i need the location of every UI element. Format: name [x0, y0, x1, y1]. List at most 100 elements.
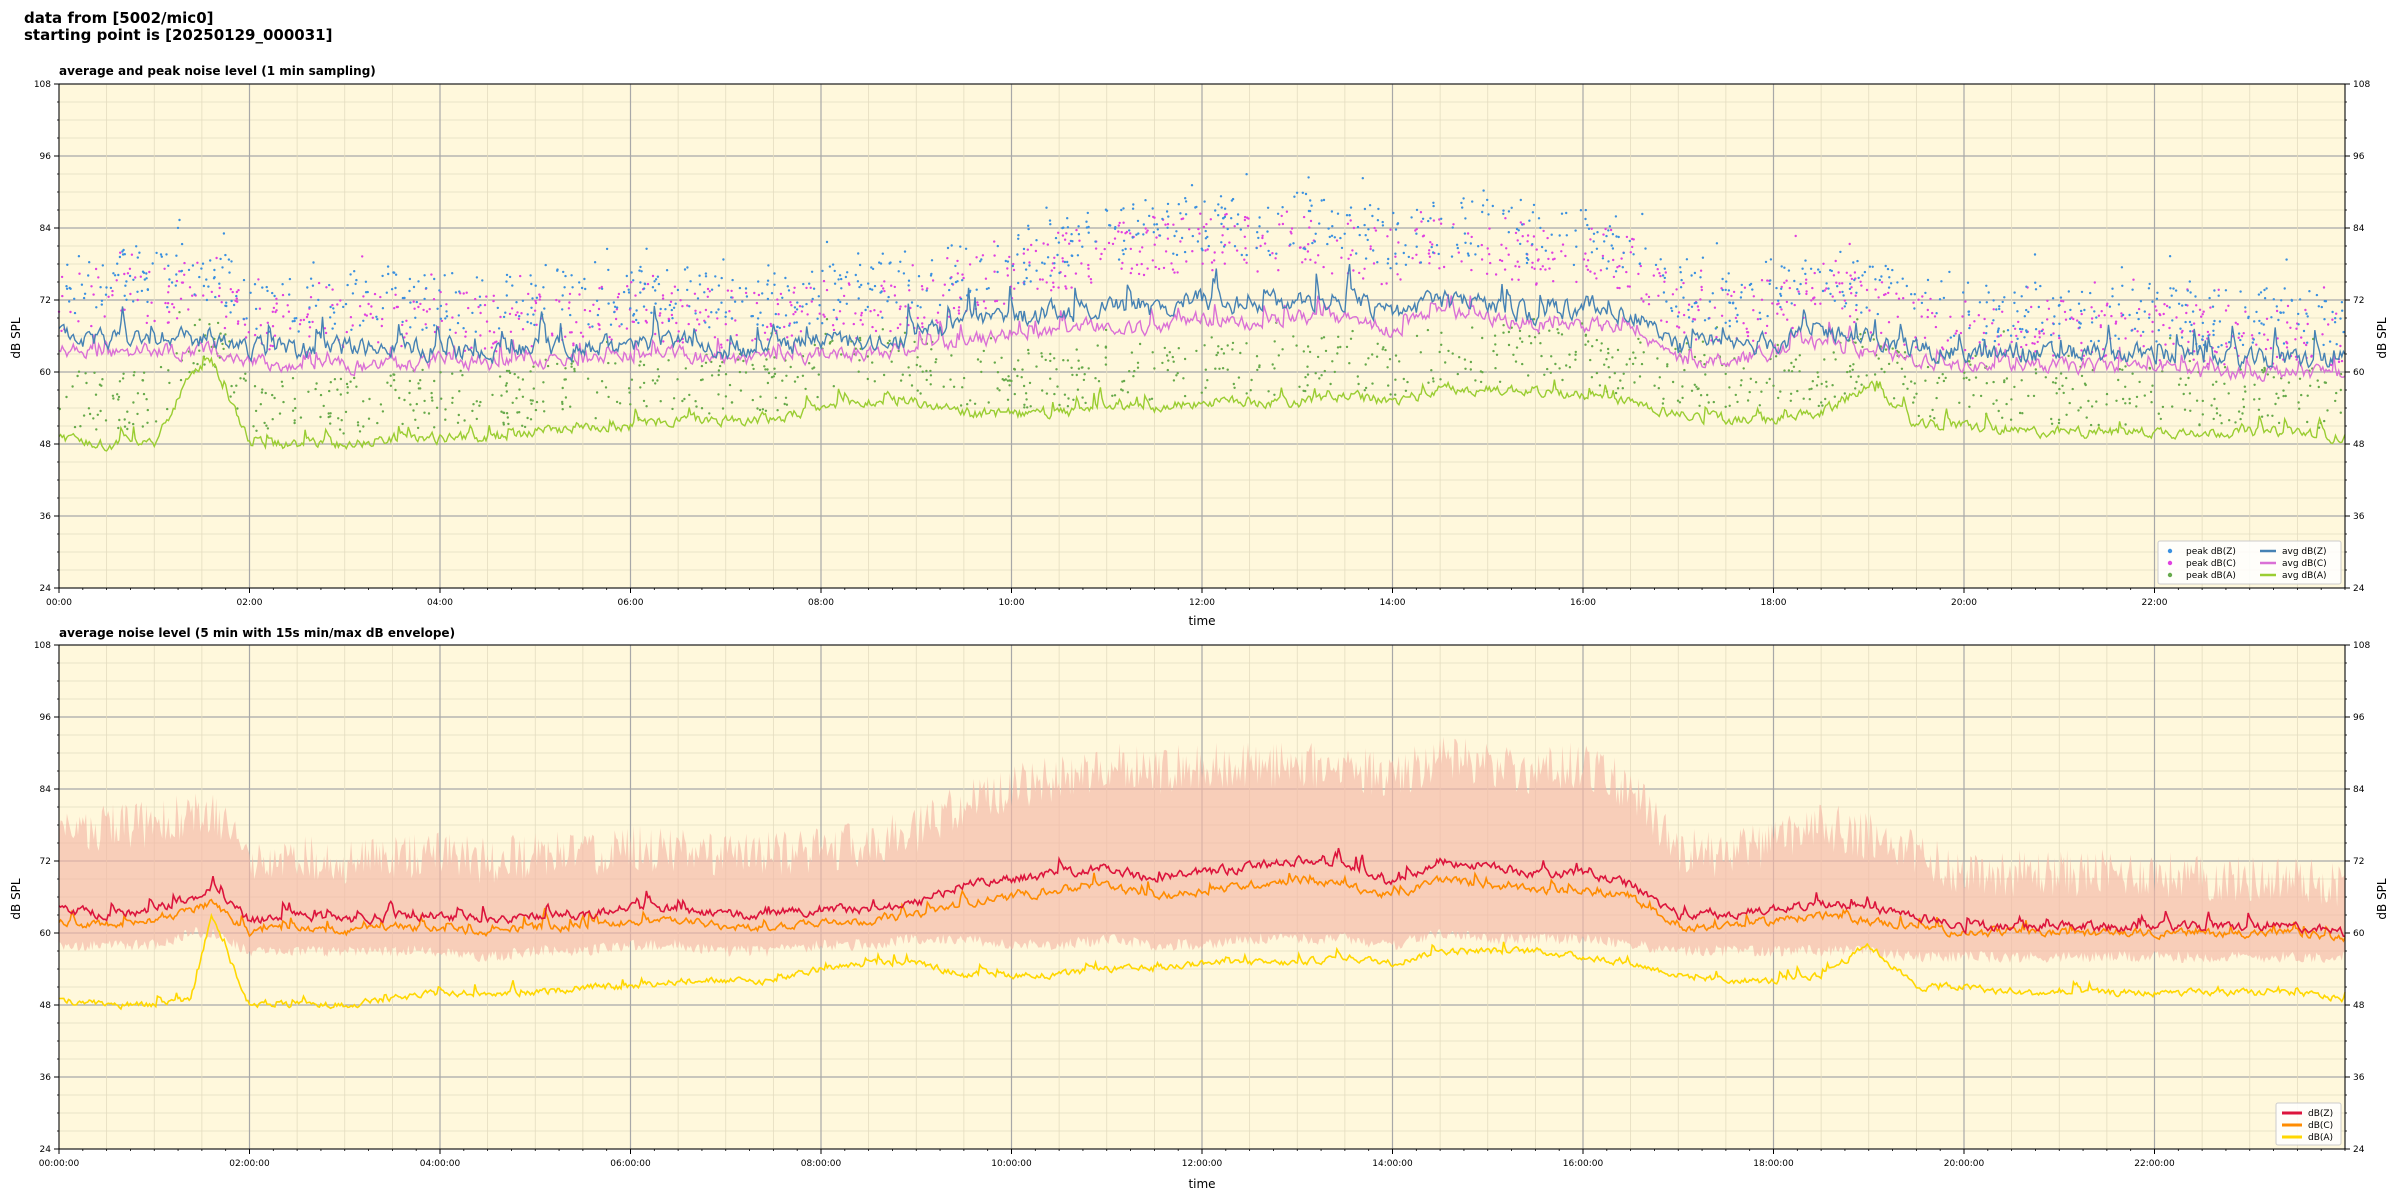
- peak-point: [505, 369, 509, 373]
- peak-point: [438, 289, 441, 292]
- peak-point: [857, 297, 860, 300]
- peak-point: [1394, 354, 1398, 357]
- peak-point: [2320, 305, 2323, 309]
- peak-point: [2298, 407, 2301, 410]
- peak-point: [266, 321, 269, 324]
- peak-point: [419, 379, 422, 382]
- peak-point: [1196, 240, 1200, 243]
- y-tick-label-right: 72: [2353, 857, 2364, 867]
- peak-point: [812, 287, 816, 290]
- peak-point: [890, 360, 893, 363]
- peak-point: [774, 312, 777, 316]
- peak-point: [1618, 264, 1621, 268]
- peak-point: [664, 308, 667, 311]
- peak-point: [1902, 297, 1905, 300]
- peak-point: [1028, 261, 1031, 264]
- peak-point: [1748, 390, 1751, 394]
- peak-point: [135, 245, 138, 248]
- peak-point: [1166, 368, 1170, 372]
- peak-point: [1789, 399, 1793, 402]
- peak-point: [2151, 384, 2154, 387]
- peak-point: [1938, 298, 1942, 301]
- peak-point: [600, 287, 604, 290]
- peak-point: [1474, 253, 1477, 256]
- peak-point: [1725, 280, 1728, 283]
- peak-point: [1289, 243, 1292, 246]
- peak-point: [2124, 317, 2127, 320]
- peak-point: [761, 292, 764, 295]
- peak-point: [832, 308, 835, 312]
- peak-point: [1962, 291, 1965, 294]
- peak-point: [2013, 301, 2016, 305]
- peak-point: [1579, 209, 1583, 212]
- peak-point: [1586, 223, 1589, 227]
- peak-point: [2263, 369, 2266, 372]
- peak-point: [840, 353, 843, 356]
- peak-point: [1304, 376, 1307, 379]
- peak-point: [1920, 315, 1923, 318]
- peak-point: [1273, 367, 1276, 370]
- peak-point: [1679, 271, 1682, 274]
- peak-point: [483, 347, 487, 350]
- peak-point: [401, 422, 404, 426]
- peak-point: [2038, 332, 2041, 335]
- peak-point: [2202, 310, 2205, 313]
- peak-point: [2047, 307, 2051, 310]
- peak-point: [1006, 274, 1009, 277]
- peak-point: [371, 316, 374, 319]
- peak-point: [2266, 338, 2269, 341]
- peak-point: [1546, 367, 1549, 371]
- peak-point: [505, 412, 509, 415]
- peak-point: [569, 313, 572, 317]
- peak-point: [570, 362, 573, 365]
- peak-point: [244, 372, 247, 375]
- peak-point: [2342, 330, 2345, 334]
- peak-point: [907, 366, 910, 369]
- peak-point: [1502, 331, 1505, 334]
- peak-point: [1306, 365, 1309, 368]
- peak-point: [122, 248, 125, 252]
- peak-point: [1268, 253, 1272, 257]
- peak-point: [1067, 264, 1070, 267]
- peak-point: [835, 318, 839, 321]
- peak-point: [2034, 368, 2038, 371]
- peak-point: [68, 300, 71, 303]
- peak-point: [299, 416, 303, 419]
- peak-point: [495, 340, 498, 343]
- peak-point: [145, 321, 148, 325]
- peak-point: [1402, 377, 1406, 381]
- peak-point: [844, 275, 848, 279]
- peak-point: [831, 339, 834, 342]
- peak-point: [962, 276, 965, 280]
- peak-point: [1903, 351, 1907, 354]
- peak-point: [1298, 385, 1301, 388]
- peak-point: [2240, 335, 2244, 338]
- peak-point: [1117, 258, 1121, 261]
- peak-point: [871, 361, 874, 364]
- peak-point: [1905, 284, 1909, 288]
- x-tick-label: 00:00: [46, 598, 72, 608]
- peak-point: [1647, 295, 1651, 299]
- peak-point: [816, 317, 819, 320]
- peak-point: [1902, 382, 1905, 386]
- peak-point: [1394, 228, 1398, 231]
- peak-point: [961, 386, 964, 389]
- peak-point: [583, 277, 586, 281]
- peak-point: [1306, 345, 1310, 348]
- peak-point: [1235, 249, 1239, 252]
- peak-point: [1087, 267, 1090, 270]
- peak-point: [2239, 417, 2242, 421]
- peak-point: [1639, 341, 1642, 344]
- peak-point: [1992, 319, 1995, 322]
- y-tick-label-left: 36: [40, 1073, 52, 1083]
- peak-point: [1820, 382, 1823, 386]
- peak-point: [675, 321, 678, 325]
- peak-point: [785, 374, 788, 377]
- peak-point: [665, 269, 669, 272]
- peak-point: [1863, 270, 1867, 274]
- peak-point: [1097, 380, 1101, 383]
- peak-point: [698, 283, 702, 286]
- peak-point: [1001, 378, 1004, 381]
- peak-point: [1153, 223, 1156, 226]
- peak-point: [661, 294, 665, 297]
